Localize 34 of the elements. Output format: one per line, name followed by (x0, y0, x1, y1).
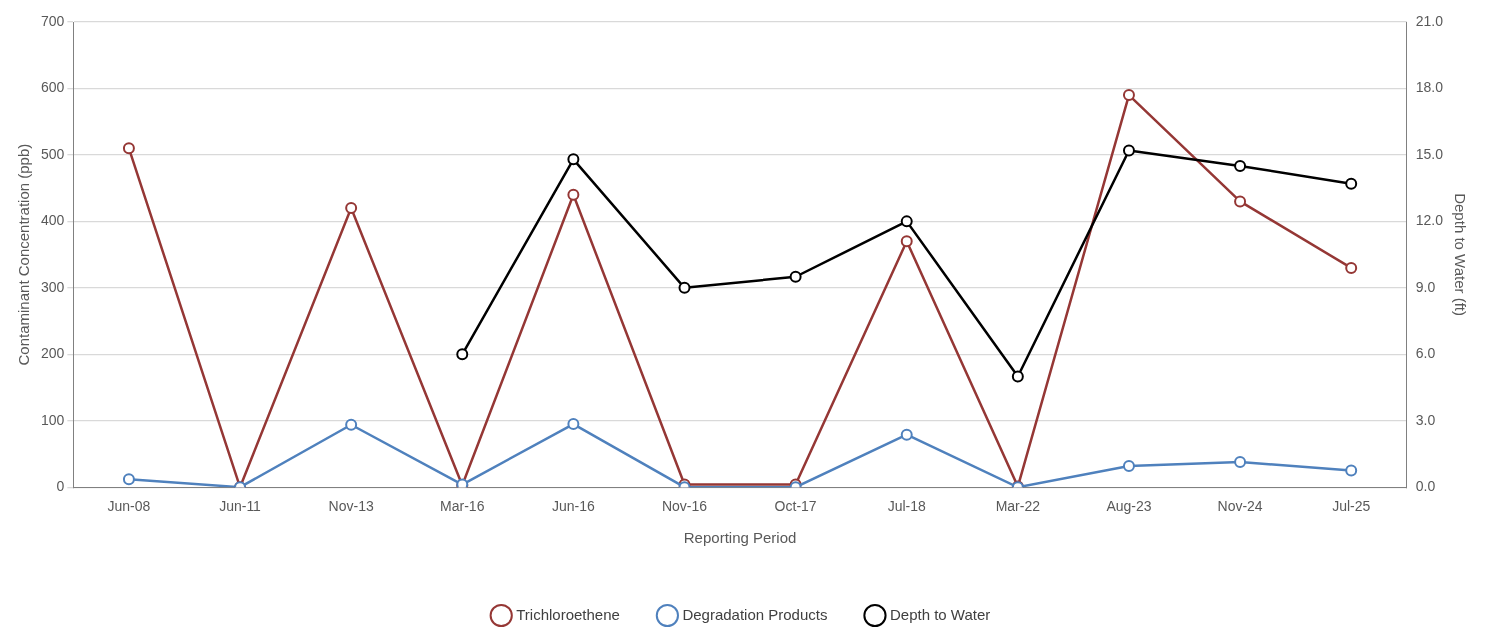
y-tick-label: 700 (41, 12, 65, 29)
y2-tick-label: 21.0 (1415, 12, 1444, 29)
legend-label: Degradation Products (682, 605, 828, 623)
y-tick-label: 200 (41, 345, 65, 362)
x-axis-title: Reporting Period (683, 529, 797, 547)
y-axis-title: Contaminant Concentration (ppb) (15, 143, 33, 366)
legend-label: Trichloroethene (516, 605, 620, 623)
x-tick-label: Jun-16 (551, 498, 595, 515)
x-tick-label: Jul-18 (887, 498, 926, 515)
x-tick-label: Jul-25 (1332, 498, 1371, 515)
y-tick-label: 500 (41, 145, 65, 162)
x-tick-label: Nov-24 (1217, 498, 1263, 515)
y2-tick-label: 0.0 (1415, 478, 1436, 495)
x-tick-label: Nov-13 (328, 498, 374, 515)
y-tick-label: 400 (41, 212, 65, 229)
y2-tick-label: 12.0 (1415, 212, 1444, 229)
x-tick-label: Aug-23 (1106, 498, 1152, 515)
y-tick-label: 0 (56, 478, 65, 495)
y2-tick-label: 18.0 (1415, 79, 1444, 96)
y2-tick-label: 9.0 (1415, 278, 1436, 295)
y2-tick-label: 6.0 (1415, 345, 1436, 362)
x-tick-label: Jun-11 (219, 498, 262, 515)
y2-tick-label: 15.0 (1415, 145, 1444, 162)
x-tick-label: Mar-16 (440, 498, 485, 515)
y2-axis-title: Depth to Water (ft) (1451, 193, 1469, 317)
legend-label: Depth to Water (889, 605, 991, 623)
y-tick-label: 100 (41, 411, 65, 428)
y2-tick-label: 3.0 (1415, 411, 1436, 428)
x-tick-label: Oct-17 (774, 498, 817, 515)
x-tick-label: Nov-16 (661, 498, 708, 515)
y-tick-label: 600 (41, 79, 65, 96)
y-tick-label: 300 (41, 278, 65, 295)
x-tick-label: Mar-22 (995, 498, 1041, 515)
x-tick-label: Jun-08 (107, 498, 151, 515)
